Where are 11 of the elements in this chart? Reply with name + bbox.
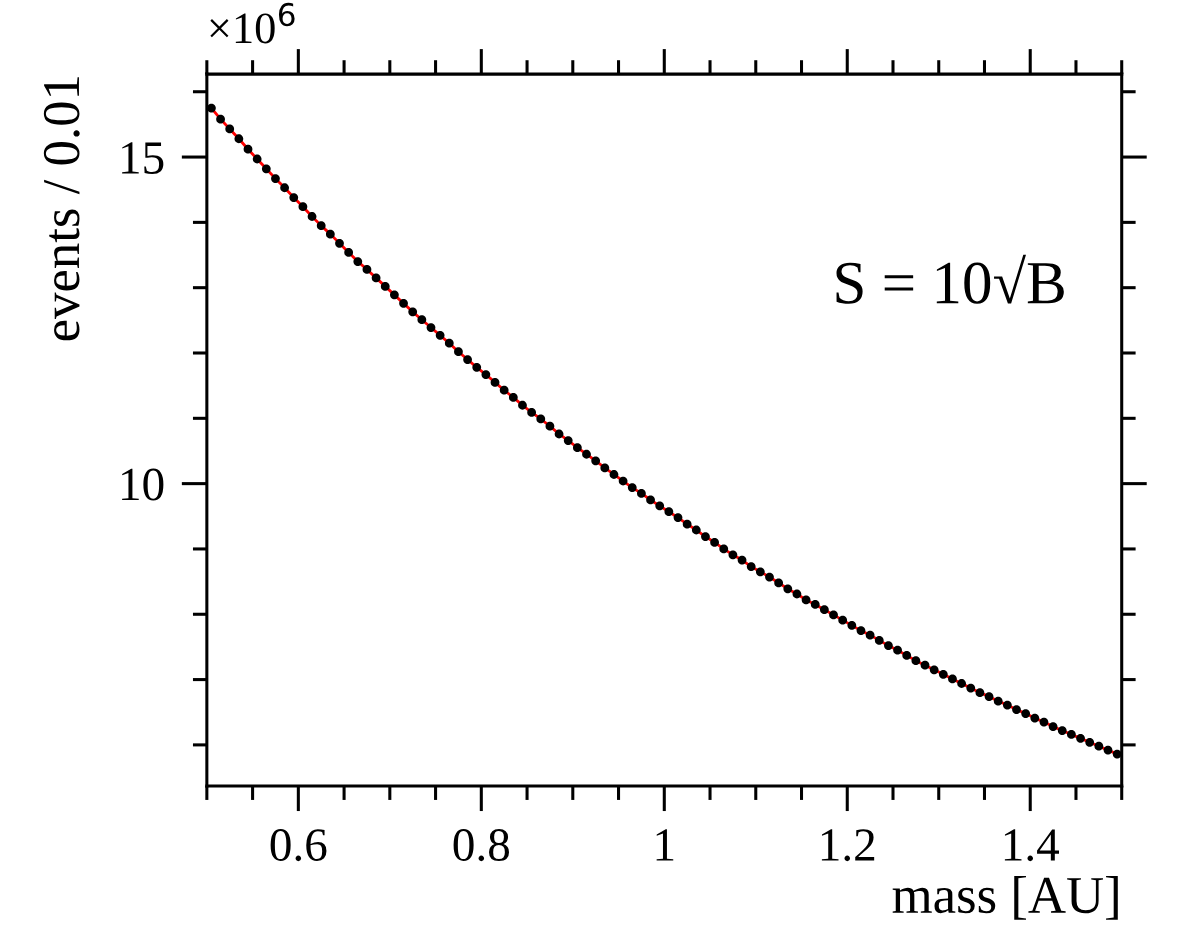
x-tick-label: 1.2 (821, 829, 875, 862)
x-tick-label: 0.6 (270, 829, 327, 862)
y-axis-title: events / 0.01 (43, 77, 80, 341)
x-tick-label: 1 (656, 829, 674, 861)
x-tick-label: 0.8 (453, 829, 510, 862)
x-tick-label: 1.4 (1004, 829, 1060, 862)
x-axis-title: mass [AU] (892, 876, 1118, 920)
y-tick-label: 10 (122, 468, 164, 501)
annotation: S = 10√B (836, 254, 1064, 304)
text: ×10$^{6}$ (210, 2, 295, 44)
y-tick-label: 15 (122, 142, 164, 174)
